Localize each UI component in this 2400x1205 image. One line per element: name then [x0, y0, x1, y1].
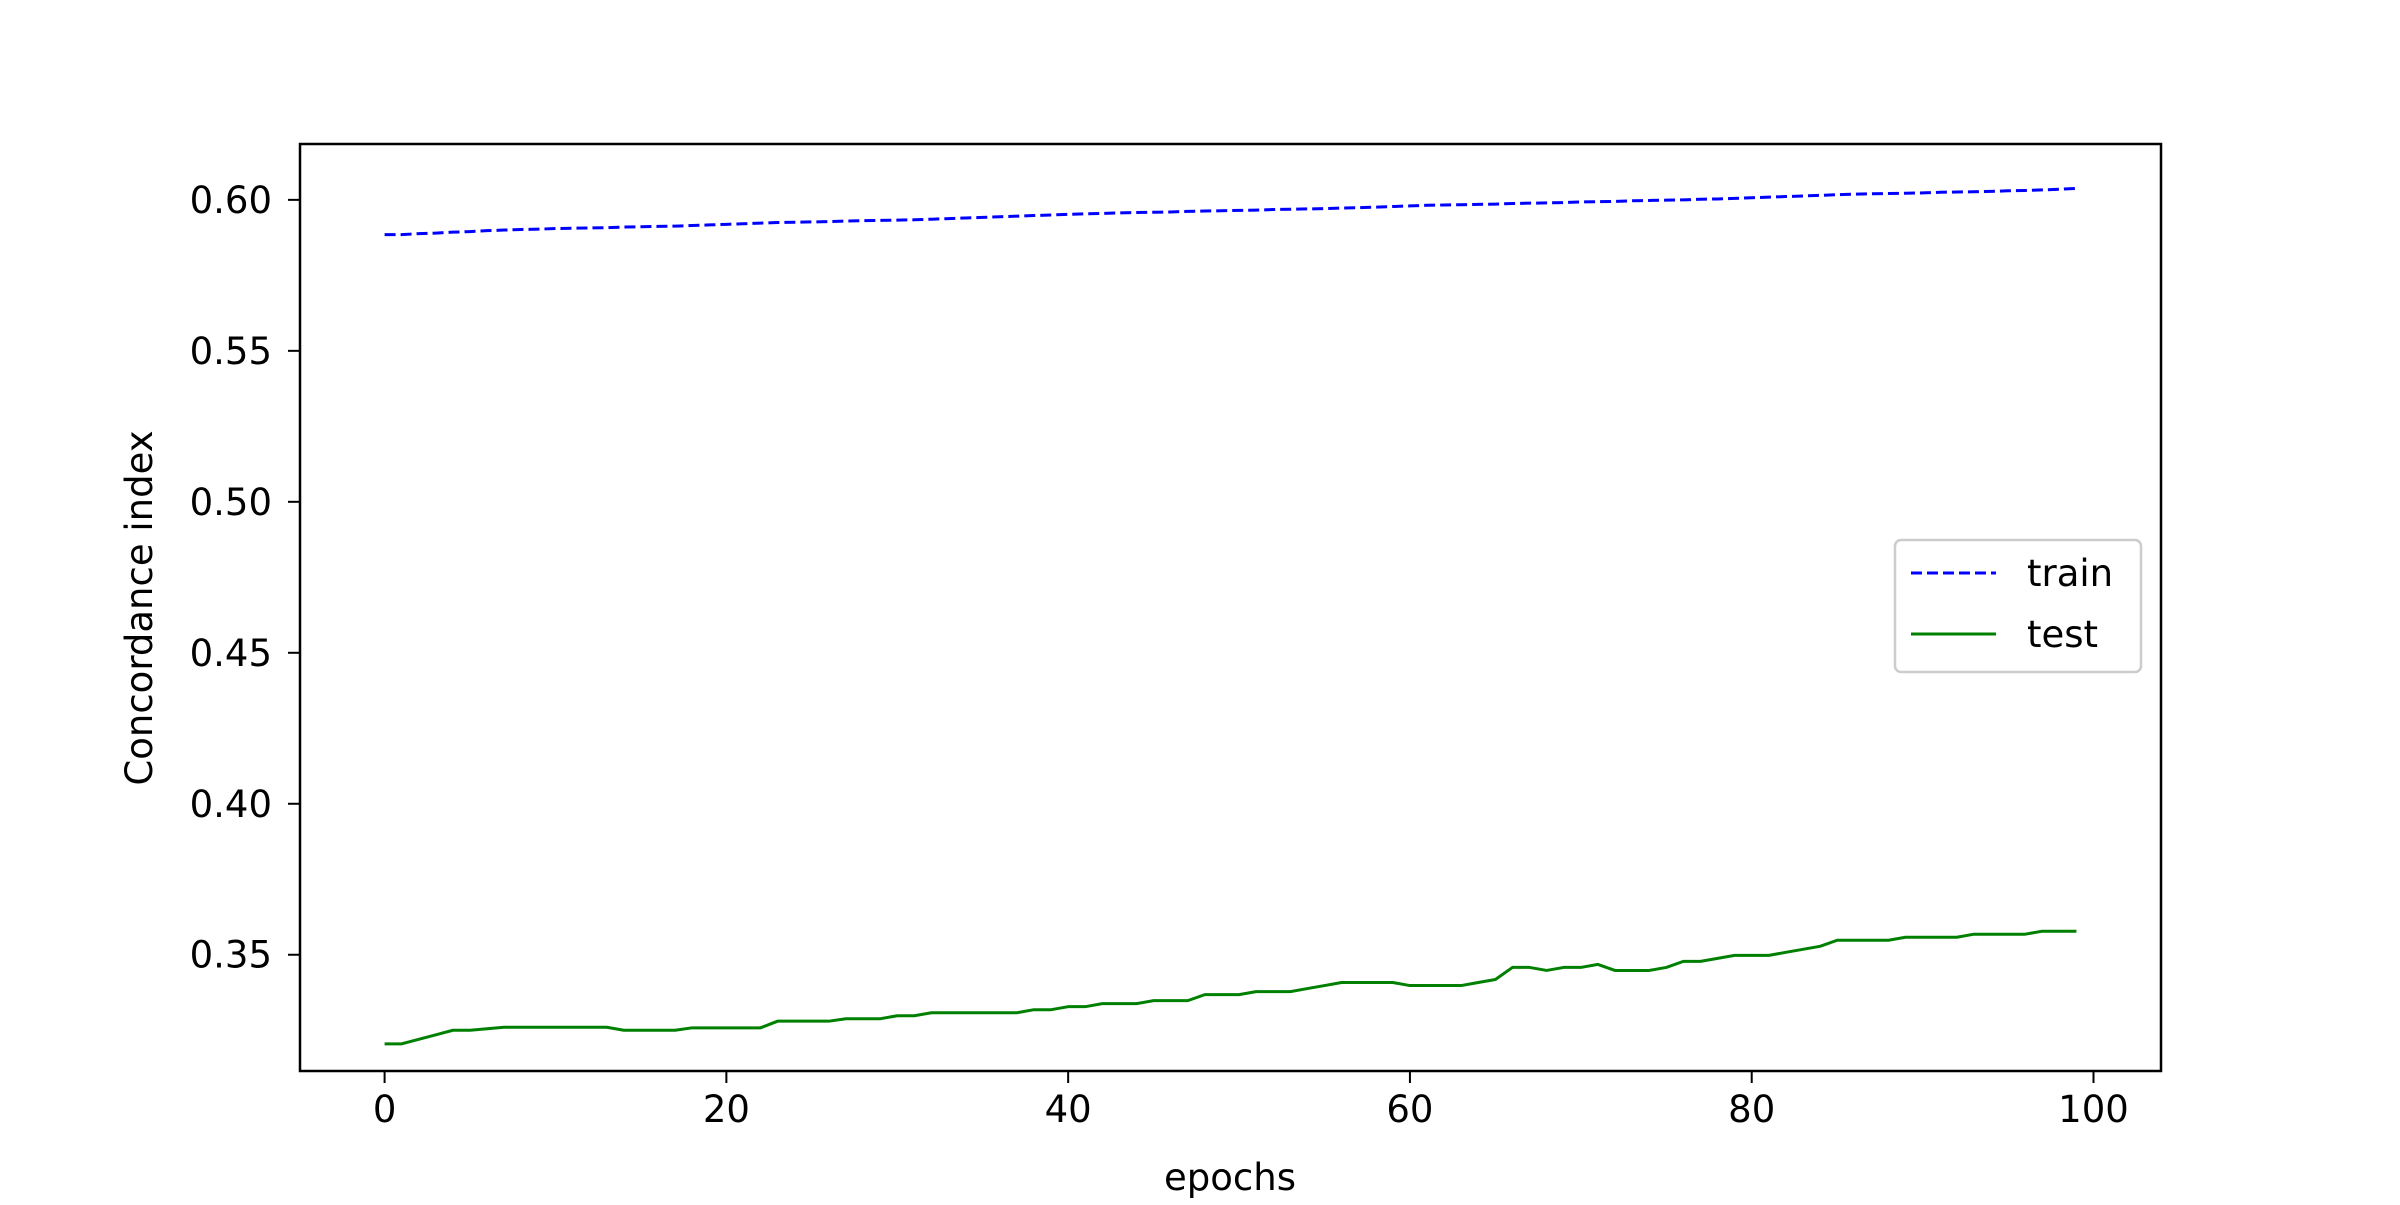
x-axis-label: epochs	[1164, 1156, 1296, 1199]
y-tick-label: 0.35	[190, 934, 272, 977]
y-tick-label: 0.45	[190, 632, 272, 675]
series-layer	[384, 186, 2077, 1046]
y-tick-label: 0.40	[190, 783, 272, 826]
y-tick-label: 0.55	[190, 330, 272, 373]
x-tick-label: 80	[1728, 1088, 1775, 1131]
legend-label-train: train	[2027, 552, 2113, 595]
x-tick-label: 40	[1045, 1088, 1092, 1131]
series-line-test	[384, 929, 2077, 1046]
x-tick-label: 100	[2058, 1088, 2129, 1131]
y-axis-label: Concordance index	[118, 430, 161, 785]
x-tick-label: 20	[703, 1088, 750, 1131]
plot-frame	[298, 142, 2163, 1073]
y-tick-label: 0.60	[190, 179, 272, 222]
y-tick-label: 0.50	[190, 481, 272, 524]
x-axis-ticks: 0 20 40 60 80 100	[373, 1071, 2129, 1131]
legend: train test	[1893, 538, 2143, 674]
series-line-train	[384, 186, 2077, 237]
x-tick-label: 0	[373, 1088, 397, 1131]
legend-label-test: test	[2027, 613, 2098, 656]
x-tick-label: 60	[1386, 1088, 1433, 1131]
legend-box	[1893, 538, 2143, 674]
y-axis-ticks: 0.35 0.40 0.45 0.50 0.55 0.60	[190, 179, 300, 977]
